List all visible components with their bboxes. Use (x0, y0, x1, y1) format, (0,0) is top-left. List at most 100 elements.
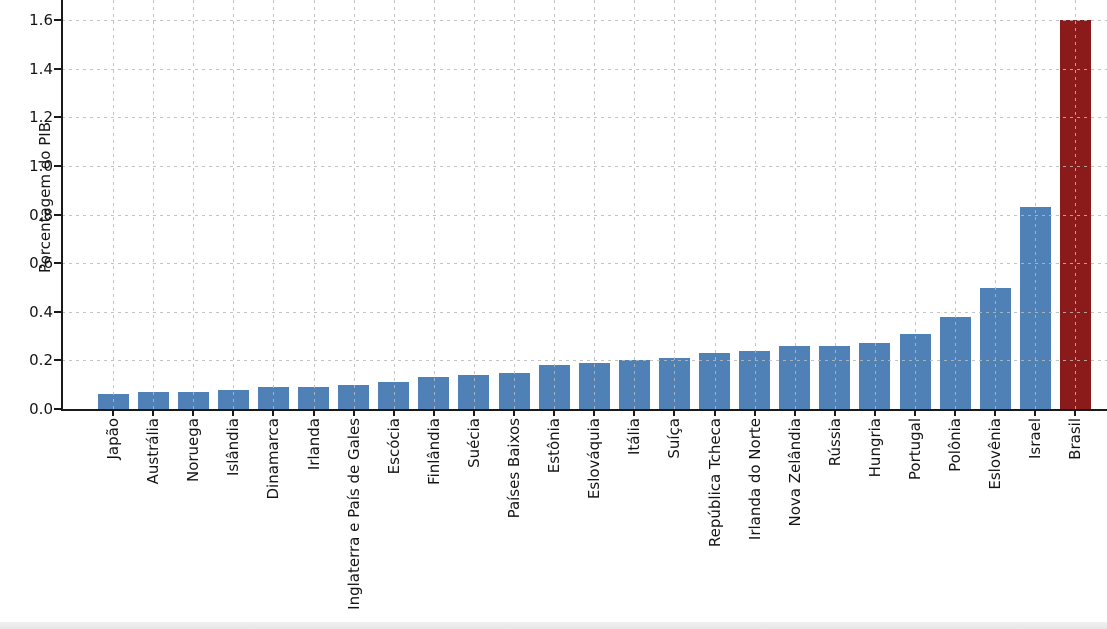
v-gridline (995, 0, 997, 409)
x-tick-label: Dinamarca (264, 418, 283, 500)
v-gridline (594, 0, 596, 409)
y-axis-title: Porcentagem do PIB (36, 122, 54, 273)
v-gridline (674, 0, 676, 409)
x-tick (793, 411, 796, 416)
v-gridline (915, 0, 916, 409)
h-gridline (62, 68, 1107, 70)
x-tick (553, 411, 556, 416)
v-gridline (874, 0, 876, 409)
v-gridline (273, 0, 275, 409)
y-tick (54, 116, 61, 119)
x-tick (954, 411, 957, 416)
x-tick-label: Inglaterra e País de Gales (344, 418, 363, 610)
x-tick (513, 411, 515, 416)
y-tick-label: 1.0 (29, 157, 53, 175)
x-tick (1074, 411, 1077, 416)
v-gridline (754, 0, 756, 409)
h-gridline (62, 166, 1107, 167)
v-gridline (794, 0, 796, 409)
x-tick-label: Irlanda (304, 418, 323, 471)
x-tick-label: Irlanda do Norte (745, 418, 764, 541)
x-tick (833, 411, 836, 416)
x-tick-label: Japão (104, 418, 122, 460)
x-tick-label: Eslováquia (585, 418, 604, 500)
x-tick-label: Finlândia (424, 418, 443, 485)
v-gridline (554, 0, 556, 409)
v-gridline (313, 0, 315, 409)
v-gridline (433, 0, 435, 409)
y-tick-label: 0.2 (29, 351, 53, 370)
x-tick-label: Países Baixos (505, 418, 523, 519)
x-tick-label: Islândia (224, 418, 243, 476)
v-gridline (393, 0, 395, 409)
x-tick-label: Itália (625, 418, 644, 456)
x-tick (432, 411, 435, 416)
y-tick (54, 262, 61, 265)
x-tick (112, 411, 114, 416)
x-tick-label: Hungria (865, 418, 884, 478)
v-gridline (514, 0, 515, 409)
v-gridline (714, 0, 716, 409)
y-tick-label: 0.0 (29, 400, 53, 418)
x-tick (392, 411, 395, 416)
x-tick-label: Suíça (665, 418, 684, 459)
x-tick (593, 411, 596, 416)
y-tick (54, 359, 61, 362)
v-gridline (634, 0, 636, 409)
y-tick-label: 0.8 (29, 205, 53, 224)
h-gridline (62, 214, 1107, 216)
v-gridline (233, 0, 235, 409)
x-tick (272, 411, 275, 416)
y-tick (54, 310, 61, 313)
x-tick (994, 411, 997, 416)
y-tick-label: 0.4 (29, 302, 53, 321)
y-tick (54, 213, 61, 216)
v-gridline (193, 0, 195, 409)
v-gridline (834, 0, 836, 409)
x-tick-label: Polônia (946, 418, 965, 472)
x-tick (152, 411, 155, 416)
h-gridline (62, 20, 1107, 22)
x-tick-label: Austrália (144, 418, 163, 485)
x-tick-label: Nova Zelândia (785, 418, 804, 527)
x-tick (873, 411, 876, 416)
x-tick-label: Estônia (545, 418, 564, 474)
x-tick (192, 411, 195, 416)
v-gridline (955, 0, 957, 409)
x-tick-label: Portugal (906, 418, 924, 481)
v-gridline (153, 0, 155, 409)
x-tick (713, 411, 716, 416)
x-tick (472, 411, 475, 416)
y-tick-label: 1.6 (29, 11, 53, 30)
y-axis-line (61, 0, 63, 411)
v-gridline (1075, 0, 1077, 409)
y-tick-label: 1.4 (29, 59, 53, 78)
x-tick-label: Brasil (1066, 418, 1085, 460)
x-tick (232, 411, 235, 416)
v-gridline (113, 0, 114, 409)
x-tick-label: Noruega (184, 418, 203, 483)
x-axis-line (61, 409, 1107, 411)
x-tick-label: Israel (1026, 418, 1045, 459)
v-gridline (473, 0, 475, 409)
x-tick (753, 411, 756, 416)
h-gridline (62, 263, 1107, 265)
y-tick (54, 67, 61, 70)
h-gridline (62, 360, 1107, 362)
v-gridline (353, 0, 355, 409)
h-gridline (62, 117, 1107, 119)
x-tick-label: Suécia (464, 418, 483, 468)
x-tick-label: Eslovênia (986, 418, 1005, 490)
x-tick (914, 411, 916, 416)
h-gridline (62, 311, 1107, 313)
y-tick (54, 19, 61, 22)
x-tick (1034, 411, 1037, 416)
x-tick-label: Escócia (384, 418, 403, 475)
y-tick (54, 408, 61, 410)
x-tick-label: República Tcheca (705, 418, 724, 548)
v-gridline (1035, 0, 1037, 409)
x-tick-label: Rússia (825, 418, 844, 467)
y-tick-label: 0.6 (29, 254, 53, 273)
window-bottom-edge (0, 622, 1107, 629)
